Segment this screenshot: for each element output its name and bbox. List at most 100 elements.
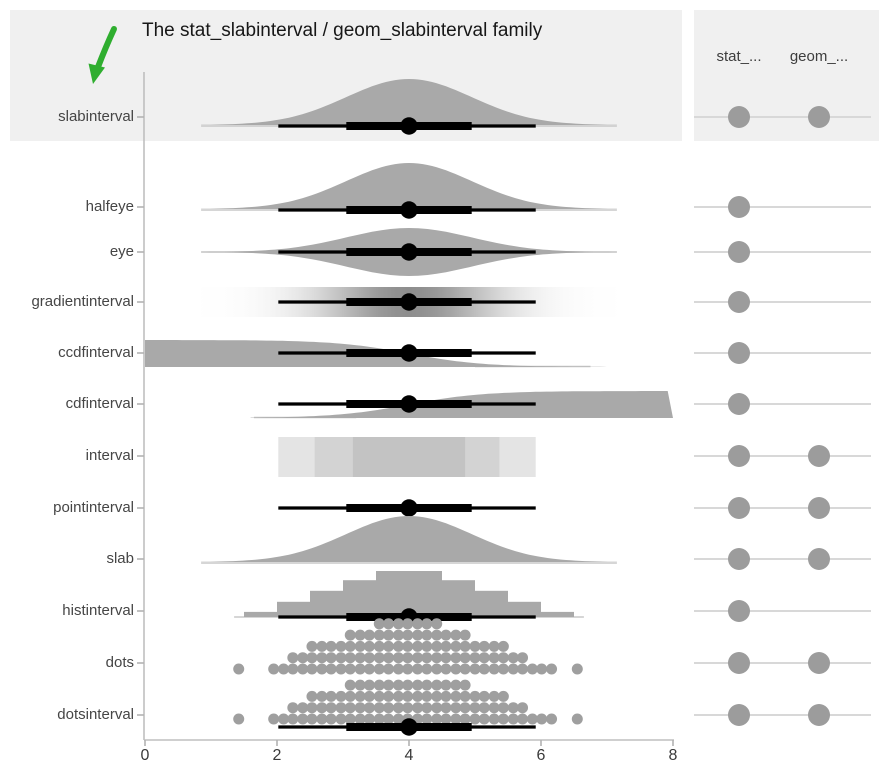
- dotplot-dot: [363, 663, 375, 675]
- dotplot-dot: [478, 702, 490, 714]
- dotplot-dot: [536, 713, 548, 725]
- dotplot-dot: [517, 663, 529, 675]
- dotplot-dot: [412, 652, 424, 664]
- dotplot-dot: [344, 679, 356, 691]
- dotplot-dot: [297, 713, 309, 725]
- dotplot-dot: [488, 713, 500, 725]
- x-axis-tick-label: 8: [668, 747, 678, 764]
- histogram-bar: [409, 571, 442, 617]
- dotplot-dot: [325, 640, 337, 652]
- dotplot-dot: [497, 663, 509, 675]
- histogram-bar: [475, 590, 508, 617]
- point-median: [400, 243, 418, 261]
- dotplot-dot: [306, 702, 318, 714]
- dotplot-dot: [431, 702, 443, 714]
- dotplot-dot: [469, 702, 481, 714]
- dotplot-dot: [316, 690, 328, 702]
- density-slab-slabinterval: [201, 79, 617, 125]
- y-axis-label-histinterval: histinterval: [62, 602, 134, 619]
- dotplot-dot: [287, 713, 299, 725]
- dotplot-dot: [459, 679, 471, 691]
- dotplot-dot: [373, 663, 385, 675]
- dotplot-dot: [440, 690, 452, 702]
- dotplot-dot: [402, 663, 414, 675]
- dotplot-dot: [431, 679, 443, 691]
- x-axis-tick-label: 0: [140, 747, 150, 764]
- dotplot-dot: [373, 702, 385, 714]
- dotplot-dot: [297, 652, 309, 664]
- dotplot-dot: [344, 629, 356, 641]
- dotplot-dot: [354, 652, 366, 664]
- dotplot-dot: [383, 652, 395, 664]
- legend-dot-stat-dotsinterval: [728, 704, 750, 726]
- dotplot-dot: [344, 702, 356, 714]
- density-slab-halfeye: [201, 163, 617, 209]
- legend-dot-stat-dots: [728, 652, 750, 674]
- dotplot-dot: [469, 713, 481, 725]
- dotplot-dot: [335, 663, 347, 675]
- dotplot-dot: [421, 652, 433, 664]
- dotplot-dot: [497, 713, 509, 725]
- dotplot-dot: [287, 663, 299, 675]
- dotplot-dot: [363, 629, 375, 641]
- dotplot-dot: [344, 713, 356, 725]
- dotplot-dot: [268, 713, 280, 725]
- dotplot-dot: [478, 640, 490, 652]
- dotplot-dot: [488, 702, 500, 714]
- dotplot-dot: [517, 713, 529, 725]
- legend-dot-geom-interval: [808, 445, 830, 467]
- y-axis-label-pointinterval: pointinterval: [53, 499, 134, 516]
- dotplot-dot: [431, 713, 443, 725]
- dotplot-dot: [335, 702, 347, 714]
- dotplot-dot: [363, 713, 375, 725]
- dotplot-dot: [459, 663, 471, 675]
- density-slab-only: [201, 516, 617, 562]
- legend-dot-stat-slabinterval: [728, 106, 750, 128]
- facet-column-header-stat: stat_...: [716, 48, 762, 65]
- dotplot-dot: [507, 702, 519, 714]
- dotplot-dot: [306, 690, 318, 702]
- dotplot-dot: [392, 679, 404, 691]
- dotplot-dot: [325, 663, 337, 675]
- dotplot-dot: [306, 640, 318, 652]
- x-axis-tick-label: 4: [404, 747, 414, 764]
- dotplot-dot: [450, 629, 462, 641]
- dotplot-dot: [383, 640, 395, 652]
- point-median: [400, 344, 418, 362]
- dotplot-dot: [268, 663, 280, 675]
- dotplot-dot: [354, 690, 366, 702]
- dotplot-dot: [392, 618, 404, 630]
- dotplot-dot: [497, 640, 509, 652]
- dotplot-dot: [402, 690, 414, 702]
- dotplot-dot: [233, 713, 245, 725]
- dotplot-dot: [450, 713, 462, 725]
- dotplot-dot: [335, 690, 347, 702]
- dotplot-dot: [507, 652, 519, 664]
- legend-dot-geom-dotsinterval: [808, 704, 830, 726]
- dotplot-dot: [412, 618, 424, 630]
- legend-dot-stat-histinterval: [728, 600, 750, 622]
- dotplot-dot: [450, 652, 462, 664]
- dotplot-dot: [402, 702, 414, 714]
- dotplot-dot: [421, 663, 433, 675]
- dotplot-dot: [450, 702, 462, 714]
- dotplot-dot: [316, 702, 328, 714]
- dotplot-dot: [383, 702, 395, 714]
- dotplot-dot: [440, 640, 452, 652]
- dotplot-dot: [488, 690, 500, 702]
- dotplot-dot: [402, 640, 414, 652]
- dotplot-dot: [373, 679, 385, 691]
- histogram-bar: [310, 590, 343, 617]
- dotplot-dot: [450, 679, 462, 691]
- histogram-bar: [277, 601, 310, 617]
- dotplot-dot: [354, 679, 366, 691]
- dotplot-dot: [450, 690, 462, 702]
- x-axis-tick-label: 6: [536, 747, 546, 764]
- dotplot-dot: [344, 690, 356, 702]
- dotplot-dot: [431, 690, 443, 702]
- histogram-bar: [244, 611, 277, 617]
- dotplot-dot: [392, 713, 404, 725]
- dotplot-dot: [306, 713, 318, 725]
- dotplot-dot: [431, 652, 443, 664]
